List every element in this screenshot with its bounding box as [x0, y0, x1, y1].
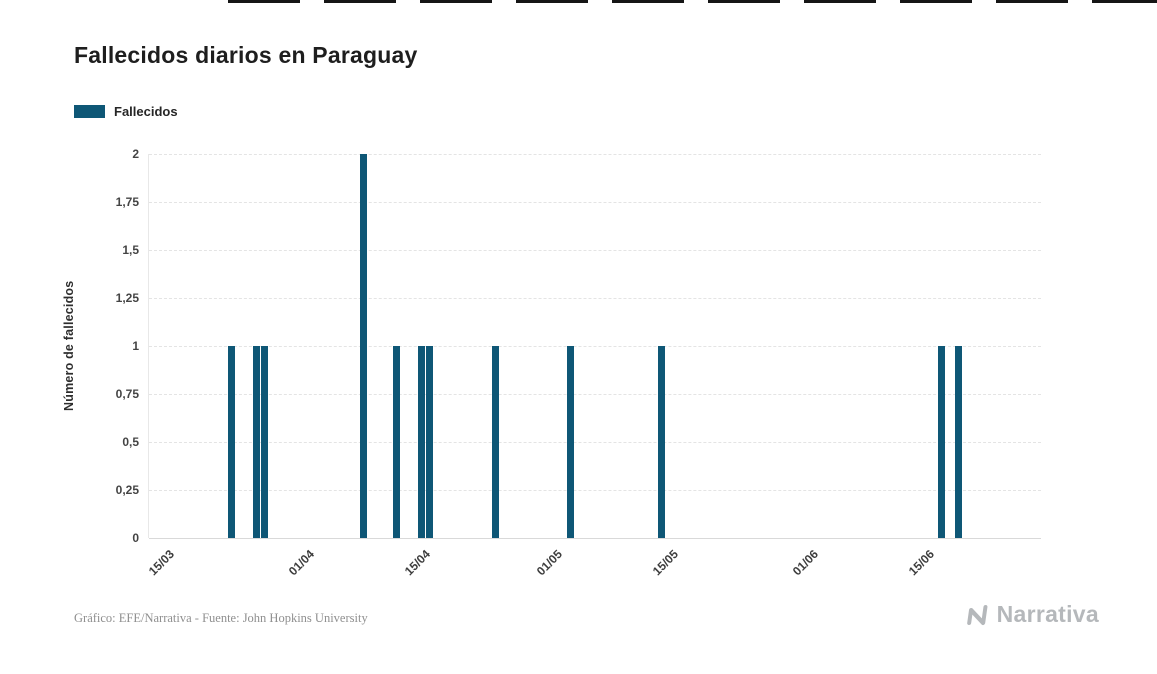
- gridline: [149, 202, 1041, 203]
- y-tick-label: 1: [132, 339, 139, 353]
- x-tick-label: 01/04: [285, 547, 318, 579]
- legend-label: Fallecidos: [114, 104, 178, 119]
- x-tick-label: 01/06: [789, 547, 821, 579]
- y-tick-label: 0,75: [115, 387, 139, 401]
- bar-16-06[interactable]: [938, 346, 946, 538]
- y-tick-label: 0: [132, 531, 139, 545]
- x-tick-label: 15/03: [145, 547, 177, 579]
- gridline: [149, 250, 1041, 251]
- bar-02-05[interactable]: [566, 346, 574, 538]
- gridline: [149, 394, 1041, 395]
- brand-logo: Narrativa: [966, 601, 1099, 628]
- brand-name: Narrativa: [996, 601, 1099, 627]
- gridline: [149, 298, 1041, 299]
- chart-area: Número de fallecidos 0 0,25 0,5 0,75 1 1,25 1,…: [62, 147, 1041, 578]
- y-tick-label: 1,75: [115, 195, 139, 209]
- x-tick-label: 15/06: [905, 547, 937, 579]
- bar-15-04[interactable]: [426, 346, 434, 538]
- x-tick-label: 01/05: [533, 547, 565, 579]
- narrativa-icon: [966, 604, 988, 625]
- bar-11-04[interactable]: [393, 346, 401, 538]
- chart-title: Fallecidos diarios en Paraguay: [74, 42, 418, 68]
- y-tick-label: 2: [132, 147, 139, 161]
- bar-23-04[interactable]: [492, 346, 500, 538]
- bar-13-05[interactable]: [657, 346, 665, 538]
- y-tick-label: 0,5: [122, 435, 139, 449]
- gridline: [149, 442, 1041, 443]
- y-axis-title: Número de fallecidos: [62, 280, 76, 412]
- bar-14-04[interactable]: [418, 346, 426, 538]
- plot-area: 0 0,25 0,5 0,75 1 1,25 1,5 1,75 2 15/03 01/04 15/04…: [116, 147, 1041, 578]
- legend-item-fallecidos[interactable]: Fallecidos: [74, 104, 178, 119]
- bar-25-03[interactable]: [252, 346, 260, 538]
- bar-26-03[interactable]: [261, 346, 269, 538]
- y-tick-label: 1,5: [122, 243, 139, 257]
- gridline: [149, 538, 1041, 539]
- credits: Gráfico: EFE/Narrativa - Fuente: John Ho…: [74, 611, 368, 625]
- gridline: [149, 490, 1041, 491]
- x-tick-label: 15/04: [401, 547, 433, 579]
- bar-18-06[interactable]: [954, 346, 962, 538]
- legend-swatch: [74, 105, 105, 118]
- x-tick-label: 15/05: [649, 547, 681, 579]
- y-tick-label: 0,25: [115, 483, 139, 497]
- gridline: [149, 154, 1041, 155]
- bar-07-04[interactable]: [360, 154, 368, 538]
- gridline: [149, 346, 1041, 347]
- bar-22-03[interactable]: [228, 346, 236, 538]
- top-border: [228, 0, 1157, 3]
- y-tick-label: 1,25: [115, 291, 139, 305]
